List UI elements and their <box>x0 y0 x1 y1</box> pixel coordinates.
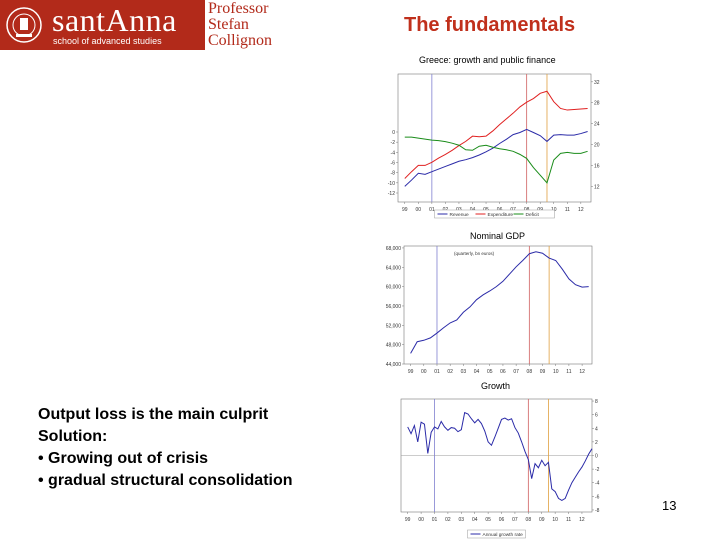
y-tick-label: -6 <box>595 494 600 500</box>
x-tick-label: 06 <box>499 517 505 523</box>
y-left-tick-label: -4 <box>391 150 396 156</box>
x-tick-label: 12 <box>578 207 584 213</box>
slide-text: Output loss is the main culprit Solution… <box>38 404 293 492</box>
x-tick-label: 04 <box>474 369 480 375</box>
text-line-1: Output loss is the main culprit <box>38 406 269 423</box>
y-tick-label: 60,000 <box>386 285 402 291</box>
x-tick-label: 00 <box>416 207 422 213</box>
x-tick-label: 99 <box>402 207 408 213</box>
x-tick-label: 05 <box>487 369 493 375</box>
y-tick-label: 0 <box>595 454 598 460</box>
y-tick-label: 12 <box>594 184 600 190</box>
y-tick-label: 2 <box>595 440 598 446</box>
chart2-title: Nominal GDP <box>470 231 526 241</box>
professor-name: Professor Stefan Collignon <box>208 1 272 49</box>
x-tick-label: 07 <box>513 369 519 375</box>
x-tick-label: 05 <box>485 517 491 523</box>
nominal-gdp-chart: 99 00 01 02 03 04 05 06 07 08 09 10 11 12 68,000 64,000… <box>386 245 593 375</box>
santanna-logo: santAnna school of advanced studies <box>0 0 205 50</box>
text-line-3: • Growing out of crisis <box>38 450 209 467</box>
y-tick-label: -8 <box>595 508 600 514</box>
x-tick-label: 03 <box>461 369 467 375</box>
legend-label: Annual growth rate <box>483 532 524 538</box>
y-tick-label: 16 <box>594 163 600 169</box>
professor-line-1: Professor <box>208 0 269 17</box>
y-tick-label: 68,000 <box>386 246 402 252</box>
x-tick-label: 00 <box>418 517 424 523</box>
y-tick-label: -2 <box>595 467 600 473</box>
page-number: 13 <box>662 498 677 513</box>
y-left-tick-label: -2 <box>391 140 396 146</box>
chart1-title: Greece: growth and public finance <box>419 55 556 65</box>
text-line-2: Solution: <box>38 428 108 445</box>
x-tick-label: 11 <box>566 517 571 523</box>
plot-frame <box>403 245 593 365</box>
x-tick-label: 03 <box>459 517 465 523</box>
x-tick-label: 11 <box>566 369 571 375</box>
professor-line-2: Stefan <box>208 16 249 33</box>
public-finance-chart: 9900010203040506070809101112322824201612… <box>388 73 600 219</box>
x-tick-label: 04 <box>472 517 478 523</box>
y-tick-label: 48,000 <box>386 343 402 349</box>
series-line-nominal-gdp <box>410 251 589 354</box>
x-tick-label: 09 <box>539 517 545 523</box>
x-tick-label: 09 <box>540 369 546 375</box>
x-tick-label: 02 <box>445 517 451 523</box>
logo-name: santAnna <box>52 2 177 38</box>
x-tick-label: 10 <box>553 369 559 375</box>
slide-title: The fundamentals <box>404 14 576 36</box>
y-tick-label: 20 <box>594 143 600 149</box>
y-tick-label: -4 <box>595 481 600 487</box>
y-tick-label: 24 <box>594 122 600 128</box>
professor-line-3: Collignon <box>208 32 273 49</box>
x-tick-label: 08 <box>527 369 533 375</box>
y-left-tick-label: -10 <box>388 181 395 187</box>
legend-label: Expenditure <box>488 212 514 218</box>
y-tick-label: 56,000 <box>386 304 402 310</box>
y-tick-label: 6 <box>595 413 598 419</box>
series-line-deficit <box>404 136 588 184</box>
legend-label: Revenue <box>450 212 470 218</box>
x-tick-label: 02 <box>447 369 453 375</box>
x-tick-label: 07 <box>512 517 518 523</box>
x-tick-label: 01 <box>434 369 440 375</box>
series-line-expenditure <box>404 90 588 179</box>
y-tick-label: 64,000 <box>386 265 402 271</box>
seal-icon <box>6 7 42 43</box>
plot-frame <box>397 73 592 203</box>
x-tick-label: 08 <box>526 517 532 523</box>
y-left-tick-label: -12 <box>388 191 395 197</box>
x-tick-label: 10 <box>552 517 558 523</box>
y-left-tick-label: -8 <box>391 171 396 177</box>
y-left-tick-label: 0 <box>392 130 395 136</box>
legend-box <box>467 529 526 539</box>
y-tick-label: 32 <box>594 80 600 86</box>
chart-note: (quarterly, bn euros) <box>454 251 495 256</box>
chart3-title: Growth <box>481 381 511 391</box>
x-tick-label: 12 <box>579 517 585 523</box>
x-tick-label: 11 <box>565 207 570 213</box>
logo-subtitle: school of advanced studies <box>53 36 162 46</box>
x-tick-label: 00 <box>421 369 427 375</box>
series-line-revenue <box>404 128 588 187</box>
legend-box <box>434 209 555 219</box>
x-tick-label: 01 <box>429 207 435 213</box>
x-tick-label: 01 <box>432 517 438 523</box>
y-tick-label: 4 <box>595 426 598 432</box>
text-line-4: • gradual structural consolidation <box>38 472 293 489</box>
legend-label: Deficit <box>526 212 540 218</box>
y-tick-label: 44,000 <box>386 362 402 368</box>
series-line-annual-growth-rate <box>407 411 593 502</box>
x-tick-label: 99 <box>405 517 411 523</box>
x-tick-label: 99 <box>408 369 414 375</box>
y-tick-label: 28 <box>594 101 600 107</box>
y-tick-label: 8 <box>595 399 598 405</box>
growth-chart: 99 00 01 02 03 04 05 06 07 08 09 10 11 12 8 6 4 2 0 -2 -4 -6 -… <box>400 398 600 539</box>
x-tick-label: 06 <box>500 369 506 375</box>
y-tick-label: 52,000 <box>386 323 402 329</box>
x-tick-label: 12 <box>579 369 585 375</box>
y-left-tick-label: -6 <box>391 161 396 167</box>
